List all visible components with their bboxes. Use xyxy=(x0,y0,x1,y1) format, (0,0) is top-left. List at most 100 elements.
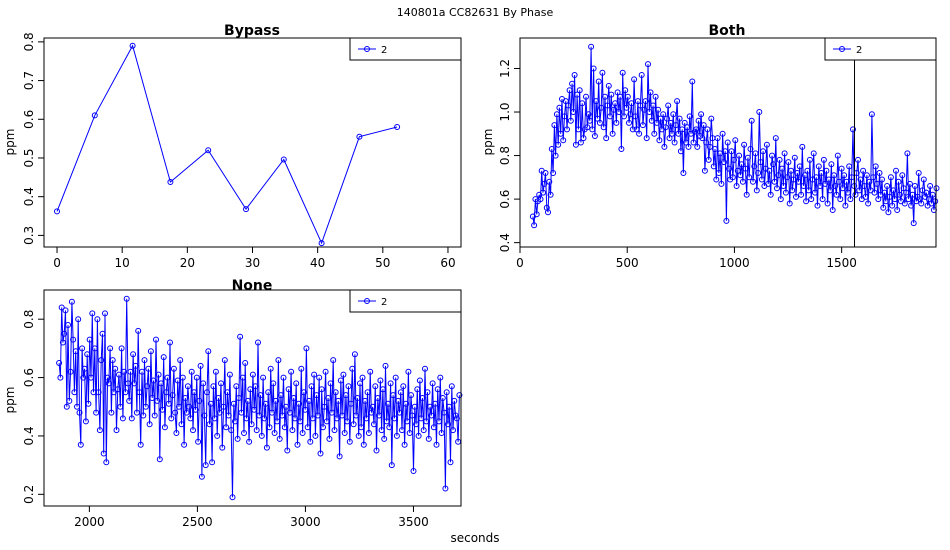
data-point xyxy=(667,119,674,126)
data-point xyxy=(633,126,640,133)
data-point xyxy=(255,339,261,346)
data-point xyxy=(915,170,922,176)
data-point xyxy=(309,415,316,422)
data-point xyxy=(895,178,902,185)
data-point xyxy=(304,424,311,431)
data-point xyxy=(327,380,334,387)
data-point xyxy=(358,424,365,431)
data-point xyxy=(900,185,907,192)
data-point xyxy=(556,104,563,111)
data-point xyxy=(674,98,681,105)
data-point xyxy=(59,339,66,346)
data-point xyxy=(605,82,612,89)
data-point xyxy=(661,143,668,150)
data-point xyxy=(718,180,725,187)
data-point xyxy=(423,418,430,425)
data-point xyxy=(827,187,834,194)
data-point xyxy=(130,351,137,358)
data-point xyxy=(76,409,83,416)
data-point xyxy=(927,183,934,189)
panel-both: Both ppm 0 500 1000 1500 0.4 0.6 0.8 1.0 1.2 2 xyxy=(481,23,940,270)
data-point xyxy=(323,418,330,425)
data-point xyxy=(595,78,602,85)
data-point xyxy=(190,427,196,434)
data-point xyxy=(307,438,314,445)
legend-marker xyxy=(839,46,845,52)
data-point xyxy=(704,126,711,133)
data-point xyxy=(672,122,679,129)
data-point xyxy=(204,389,210,396)
data-point xyxy=(643,135,650,142)
data-point xyxy=(748,117,755,124)
data-point xyxy=(813,174,820,181)
y-tick-label: 1.2 xyxy=(498,59,512,78)
data-point xyxy=(113,427,120,434)
data-point xyxy=(186,403,193,410)
data-point xyxy=(238,409,245,416)
x-tick-label: 500 xyxy=(616,256,639,270)
data-point xyxy=(726,165,732,172)
data-point xyxy=(424,389,431,396)
data-point xyxy=(187,415,194,422)
data-point xyxy=(373,447,380,454)
data-point xyxy=(94,316,101,323)
data-point xyxy=(71,389,78,396)
y-tick-label: 0.5 xyxy=(22,148,36,167)
data-point xyxy=(365,430,372,436)
data-point xyxy=(645,61,651,68)
data-point xyxy=(717,150,724,157)
data-point xyxy=(363,415,370,422)
data-point xyxy=(712,146,718,152)
data-point xyxy=(769,152,775,159)
data-point xyxy=(737,172,744,179)
data-point xyxy=(356,133,363,140)
data-point xyxy=(142,403,149,410)
data-point xyxy=(918,200,925,207)
data-point xyxy=(656,137,663,144)
data-point xyxy=(433,441,440,448)
data-point xyxy=(874,180,880,187)
data-point xyxy=(294,441,301,448)
data-point xyxy=(322,368,329,375)
data-point xyxy=(766,167,773,174)
data-point xyxy=(428,412,435,419)
data-point xyxy=(596,119,603,126)
data-point xyxy=(172,409,179,416)
data-point xyxy=(755,170,762,176)
data-point xyxy=(639,122,646,129)
data-point xyxy=(677,148,684,155)
data-point xyxy=(131,380,138,387)
data-point xyxy=(311,371,318,378)
data-point xyxy=(355,432,362,439)
data-point xyxy=(929,191,936,198)
data-point xyxy=(567,117,574,124)
data-point xyxy=(339,412,346,419)
data-point xyxy=(394,124,401,130)
y-tick-label: 1.0 xyxy=(498,102,512,121)
data-point xyxy=(765,180,772,187)
data-point xyxy=(571,72,578,78)
data-point xyxy=(284,447,291,454)
data-point xyxy=(732,137,739,144)
data-point xyxy=(634,98,641,105)
data-point xyxy=(446,403,453,410)
data-point xyxy=(776,156,783,163)
data-point xyxy=(253,427,260,434)
data-point xyxy=(297,418,304,425)
data-point xyxy=(744,154,751,161)
data-point xyxy=(758,176,765,183)
legend: 2 xyxy=(349,37,462,61)
data-point xyxy=(621,113,627,120)
data-point xyxy=(751,163,758,170)
data-point xyxy=(434,386,441,393)
data-point xyxy=(753,187,760,194)
series-2 xyxy=(56,295,463,501)
data-point xyxy=(216,409,223,416)
data-point xyxy=(56,360,63,366)
data-point xyxy=(770,161,777,168)
data-point xyxy=(713,176,720,183)
data-point xyxy=(385,400,391,407)
data-point xyxy=(861,183,868,189)
data-point xyxy=(777,196,784,203)
data-point xyxy=(829,207,836,213)
